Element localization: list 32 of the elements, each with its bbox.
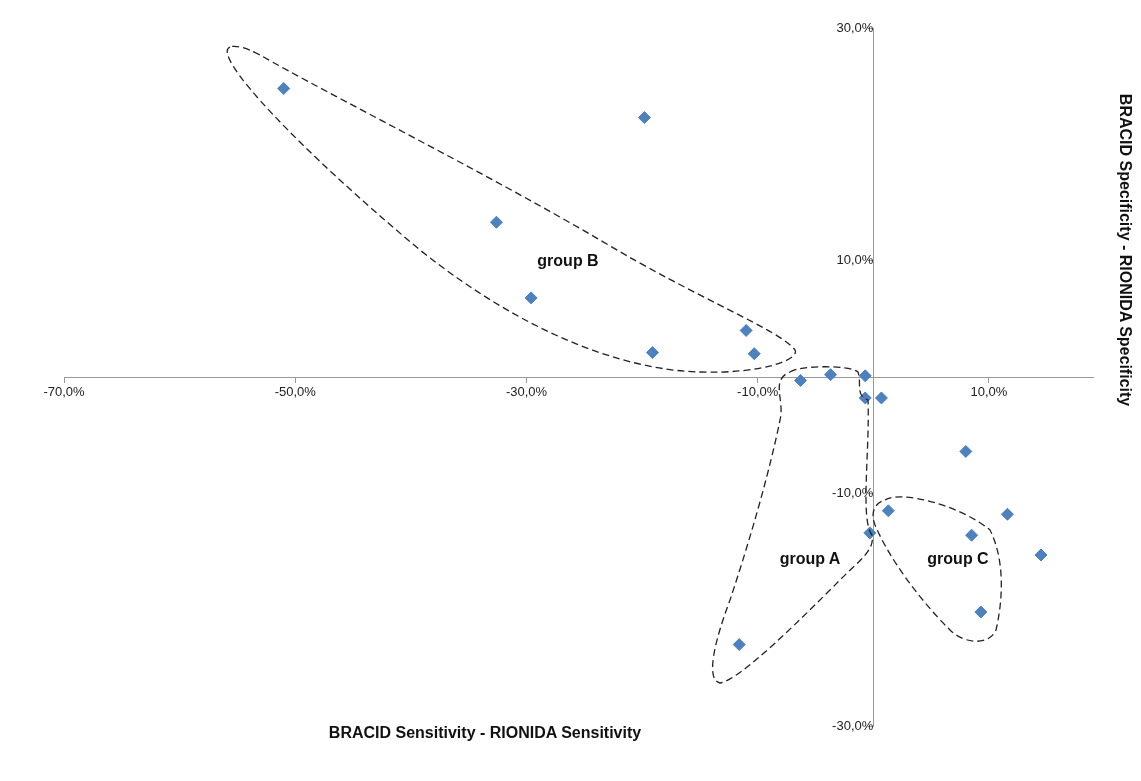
x-tick-label: 10,0% xyxy=(970,384,1008,400)
point xyxy=(277,81,291,95)
y-axis-title: BRACID Specificity - RIONIDA Specificity xyxy=(1116,93,1134,407)
annotation: group A xyxy=(779,550,841,568)
y-tick-label: -10,0% xyxy=(832,484,874,500)
annotation: group C xyxy=(927,550,990,568)
point xyxy=(881,504,895,518)
x-tick-label: -50,0% xyxy=(274,384,317,400)
point xyxy=(646,346,659,360)
point xyxy=(974,605,988,619)
point xyxy=(732,638,746,652)
point xyxy=(824,368,838,382)
point xyxy=(965,528,979,542)
y-tick-label: -30,0% xyxy=(832,717,874,733)
point xyxy=(858,369,872,383)
annotation: group B xyxy=(537,252,599,270)
x-tick-label: -10,0% xyxy=(737,384,779,400)
point xyxy=(489,215,503,229)
point xyxy=(874,391,888,405)
point xyxy=(959,444,973,458)
point xyxy=(739,323,753,337)
y-tick-label: 10,0% xyxy=(836,252,874,268)
point xyxy=(637,111,651,125)
point xyxy=(793,373,807,387)
point xyxy=(747,347,761,361)
y-tick-label: 30,0% xyxy=(836,19,874,35)
x-axis-title: BRACID Sensitivity - RIONIDA Sensitivity xyxy=(328,724,642,742)
x-tick-label: -70,0% xyxy=(43,384,86,400)
point xyxy=(524,291,538,305)
point xyxy=(1000,507,1014,521)
x-tick-label: -30,0% xyxy=(505,384,548,400)
point xyxy=(1034,548,1048,562)
